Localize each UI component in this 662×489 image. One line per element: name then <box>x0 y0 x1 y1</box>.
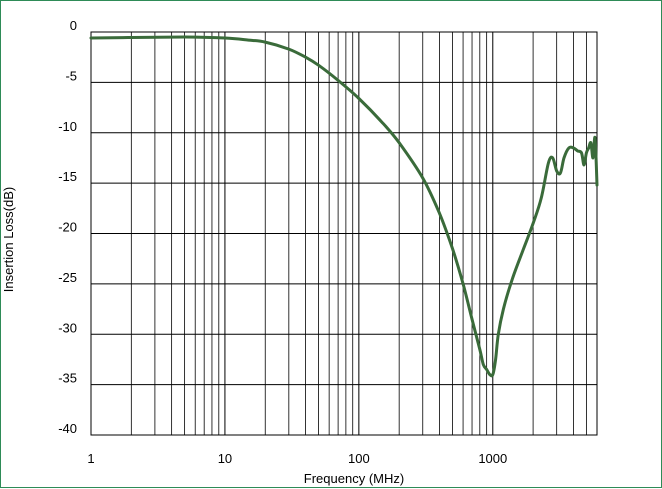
y-tick-label: -40 <box>58 421 77 436</box>
insertion-loss-series-line <box>89 35 599 378</box>
y-tick-label: -35 <box>58 371 77 386</box>
plot-area <box>90 31 598 436</box>
y-tick-label: -5 <box>65 68 77 83</box>
y-tick-label: -20 <box>58 220 77 235</box>
major-gridlines <box>90 31 597 436</box>
y-tick-label: 0 <box>70 18 77 33</box>
x-tick-label: 1000 <box>478 451 507 466</box>
y-axis-title: Insertion Loss(dB) <box>1 187 16 293</box>
y-tick-label: -15 <box>58 169 77 184</box>
x-axis-title: Frequency (MHz) <box>304 471 404 486</box>
x-tick-labels: 1 10 100 1000 <box>87 451 507 466</box>
y-tick-label: -25 <box>58 270 77 285</box>
x-tick-label: 1 <box>87 451 94 466</box>
y-tick-label: -30 <box>58 320 77 335</box>
x-tick-label: 10 <box>218 451 232 466</box>
x-tick-label: 100 <box>348 451 370 466</box>
y-tick-label: -10 <box>58 119 77 134</box>
y-tick-labels: 0 -5 -10 -15 -20 -25 -30 -35 -40 <box>58 18 77 436</box>
series-layer <box>89 35 599 378</box>
